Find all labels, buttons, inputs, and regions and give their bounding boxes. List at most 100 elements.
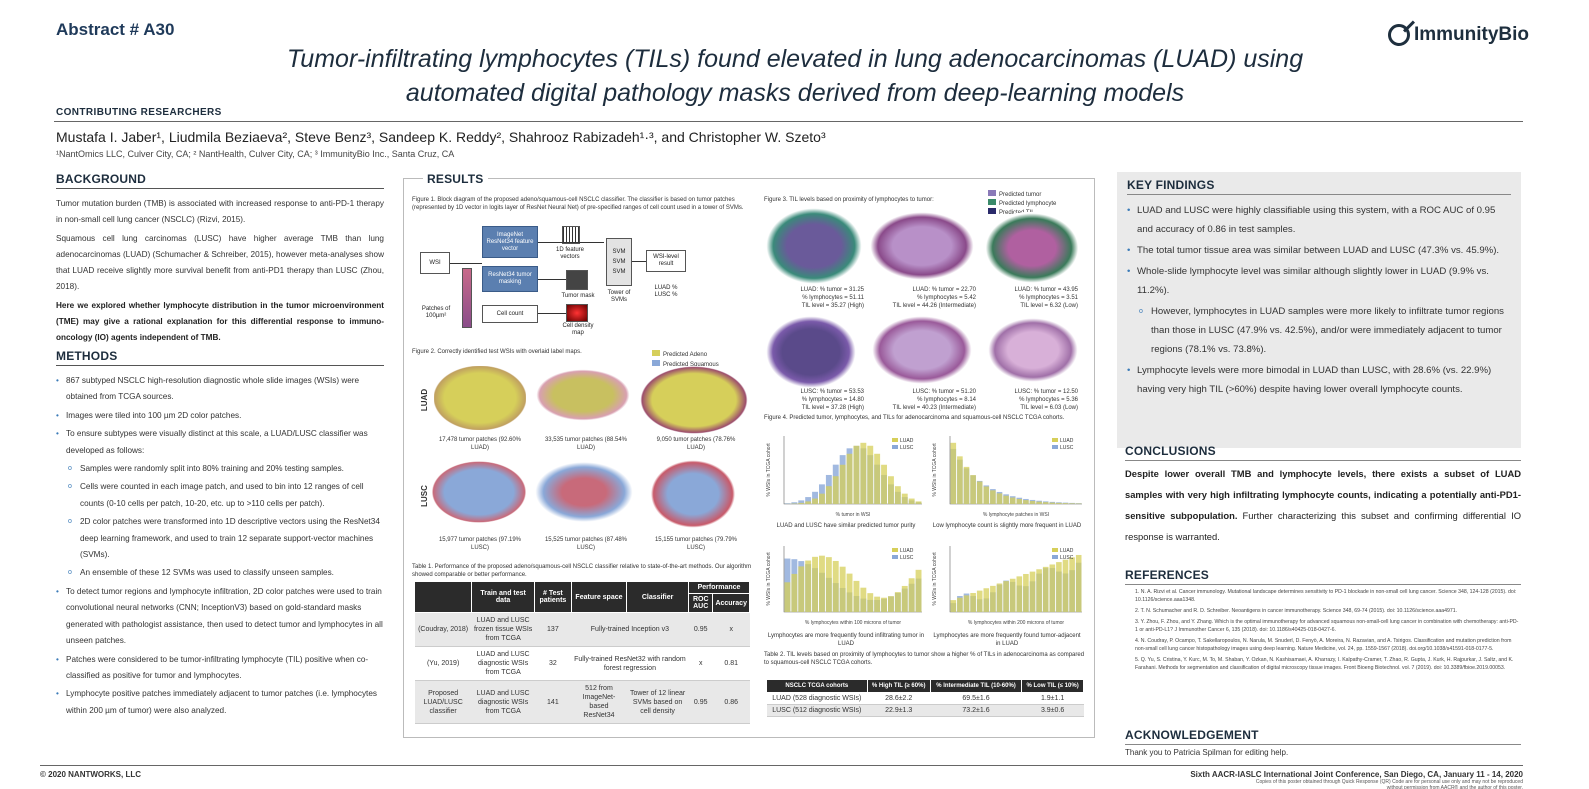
til-slide-image (766, 316, 856, 388)
legend-item: Predicted Squamous (652, 360, 752, 370)
bar-luad (1062, 503, 1069, 504)
legend-swatch-tumor (988, 190, 996, 196)
table-cell: (Coudray, 2018) (414, 612, 472, 647)
stat-line: LUAD: % tumor = 43.95 (1014, 287, 1078, 293)
patches-label-block: Patches of 100µm² (418, 300, 454, 326)
tower-label: Tower of SVMs (607, 290, 631, 303)
table-row: (Yu, 2019) LUAD and LUSC diagnostic WSIs… (414, 646, 750, 681)
title-line-2: automated digital pathology masks derive… (405, 79, 1185, 107)
histogram-xlabel: % lymphocytes within 200 microns of tumo… (968, 620, 1064, 626)
bar-luad (791, 573, 798, 612)
table-header: % Low TIL (≤ 10%) (1021, 679, 1084, 693)
table-2-caption: Table 2. TIL levels based on proximity o… (764, 652, 1085, 666)
stat-line: TIL level = 44.26 (Intermediate) (892, 303, 976, 309)
figure-1-caption: Figure 1. Block diagram of the proposed … (412, 197, 744, 211)
background-heading: BACKGROUND (56, 172, 384, 189)
vector-strips-image (562, 226, 580, 244)
cell-density-image (566, 304, 588, 322)
table-2: NSCLC TCGA cohorts % High TIL (≥ 60%) % … (766, 679, 1084, 717)
histogram-xlabel: % lymphocyte patches in WSI (983, 512, 1049, 518)
legend-item: Predicted lymphocyte (988, 199, 1078, 208)
bar-luad (1023, 500, 1029, 504)
stat-line: % lymphocytes = 5.42 (917, 295, 976, 301)
arrow (450, 263, 482, 264)
key-finding-item: Lymphocyte levels were more bimodal in L… (1127, 361, 1511, 399)
key-finding-item: LUAD and LUSC were highly classifiable u… (1127, 201, 1511, 239)
results-heading: RESULTS (423, 172, 488, 186)
bar-luad (1016, 576, 1023, 612)
conference-name: Sixth AACR-IASLC International Joint Con… (1190, 770, 1523, 779)
logo-icon (1387, 24, 1410, 46)
til-slide-image (870, 212, 974, 280)
methods-item: Images were tiled into 100 µm 2D color p… (56, 408, 384, 425)
key-finding-subitem: However, lymphocytes in LUAD samples wer… (1127, 302, 1511, 359)
reference-item: 5. Q. Yu, S. Cristina, Y. Kurc, M. To, M… (1135, 657, 1514, 671)
reference-item: 3. Y. Zhou, F. Zhou, and Y. Zhang. Which… (1135, 619, 1519, 633)
til-slide-image (988, 318, 1078, 382)
table-cell: LUAD and LUSC frozen tissue WSIs from TC… (471, 612, 535, 647)
methods-item: To detect tumor regions and lymphocyte i… (56, 584, 384, 650)
bar-luad (908, 578, 915, 612)
tumor-mask-block: Tumor mask (556, 291, 600, 301)
bar-luad (894, 486, 901, 504)
title-line-1: Tumor-infiltrating lymphocytes (TILs) fo… (286, 45, 1304, 73)
legend-label: Predicted Adeno (663, 352, 708, 358)
bar-lusc (791, 502, 798, 504)
bar-luad (1069, 557, 1075, 612)
bar-luad (1069, 503, 1075, 504)
cell-count-block: Cell count (482, 305, 538, 323)
legend-label: LUSC (1060, 445, 1074, 451)
bar-luad (839, 464, 846, 504)
row-label-lusc: LUSC (419, 485, 429, 507)
methods-item: To ensure subtypes were visually distinc… (56, 426, 384, 459)
vectors-block: 1D feature vectors (548, 244, 592, 264)
table-cell: 1.9±1.1 (1021, 692, 1084, 705)
table-cell: Fully-trained ResNet32 with random fores… (571, 646, 689, 681)
reference-item: 2. T. N. Schumacher and R. D. Schreiber.… (1135, 608, 1458, 614)
table-cell: x (712, 612, 750, 647)
til-stats: LUAD: % tumor = 31.25 % lymphocytes = 51… (774, 286, 864, 310)
bar-luad (867, 445, 874, 504)
bar-luad (832, 560, 839, 612)
table-header: % Intermediate TIL (10-60%) (929, 679, 1023, 693)
bar-luad (1029, 500, 1036, 504)
legend-swatch (1052, 438, 1058, 442)
til-stats: LUSC: % tumor = 53.53 % lymphocytes = 14… (774, 388, 864, 412)
bar-luad (996, 583, 1003, 612)
conclusions-bold: Despite lower overall TMB and lymphocyte… (1125, 468, 1521, 521)
bar-luad (819, 493, 825, 504)
immunitybio-logo: ImmunityBio (1387, 24, 1529, 46)
table-cell: LUAD (528 diagnostic WSIs) (766, 692, 868, 705)
bar-luad (915, 569, 922, 612)
bar-luad (915, 501, 922, 504)
contributing-researchers-label: CONTRIBUTING RESEARCHERS (56, 107, 222, 118)
bar-luad (839, 566, 846, 612)
table-header: % High TIL (≥ 60%) (866, 679, 931, 693)
bar-luad (990, 585, 996, 612)
bar-luad (1042, 502, 1049, 504)
background-p3: Here we explored whether lymphocyte dist… (56, 301, 384, 342)
table-cell: 3.9±0.6 (1021, 704, 1084, 717)
tumor-mask-image (566, 270, 588, 290)
histogram-ylabel: % WSIs in TCGA cohort (766, 443, 772, 497)
stat-line: TIL level = 37.28 (High) (801, 405, 864, 411)
bar-luad (825, 486, 832, 504)
slide-image (640, 366, 748, 434)
slide-image (530, 366, 636, 424)
legend-swatch-lymphocyte (988, 199, 996, 205)
output-label: LUAD % LUSC % (654, 285, 678, 298)
wsi-label: WSI (429, 259, 441, 266)
bar-luad (881, 597, 887, 612)
legend-swatch-adeno (652, 350, 660, 356)
legend-swatch (892, 438, 898, 442)
stat-line: % lymphocytes = 3.51 (1019, 295, 1078, 301)
histogram-til-200: % lymphocytes within 200 microns of tumo… (932, 546, 1082, 626)
key-findings-list: LUAD and LUSC were highly classifiable u… (1127, 201, 1511, 399)
legend-swatch-squamous (652, 360, 660, 366)
histogram-ylabel: % WSIs in TCGA cohort (932, 443, 938, 497)
til-slide-image (872, 316, 972, 384)
table-cell: 73.2±1.6 (930, 704, 1022, 717)
bar-luad (970, 592, 976, 612)
histogram-xlabel: % tumor in WSI (836, 512, 871, 518)
table-cell: 0.95 (688, 680, 713, 724)
